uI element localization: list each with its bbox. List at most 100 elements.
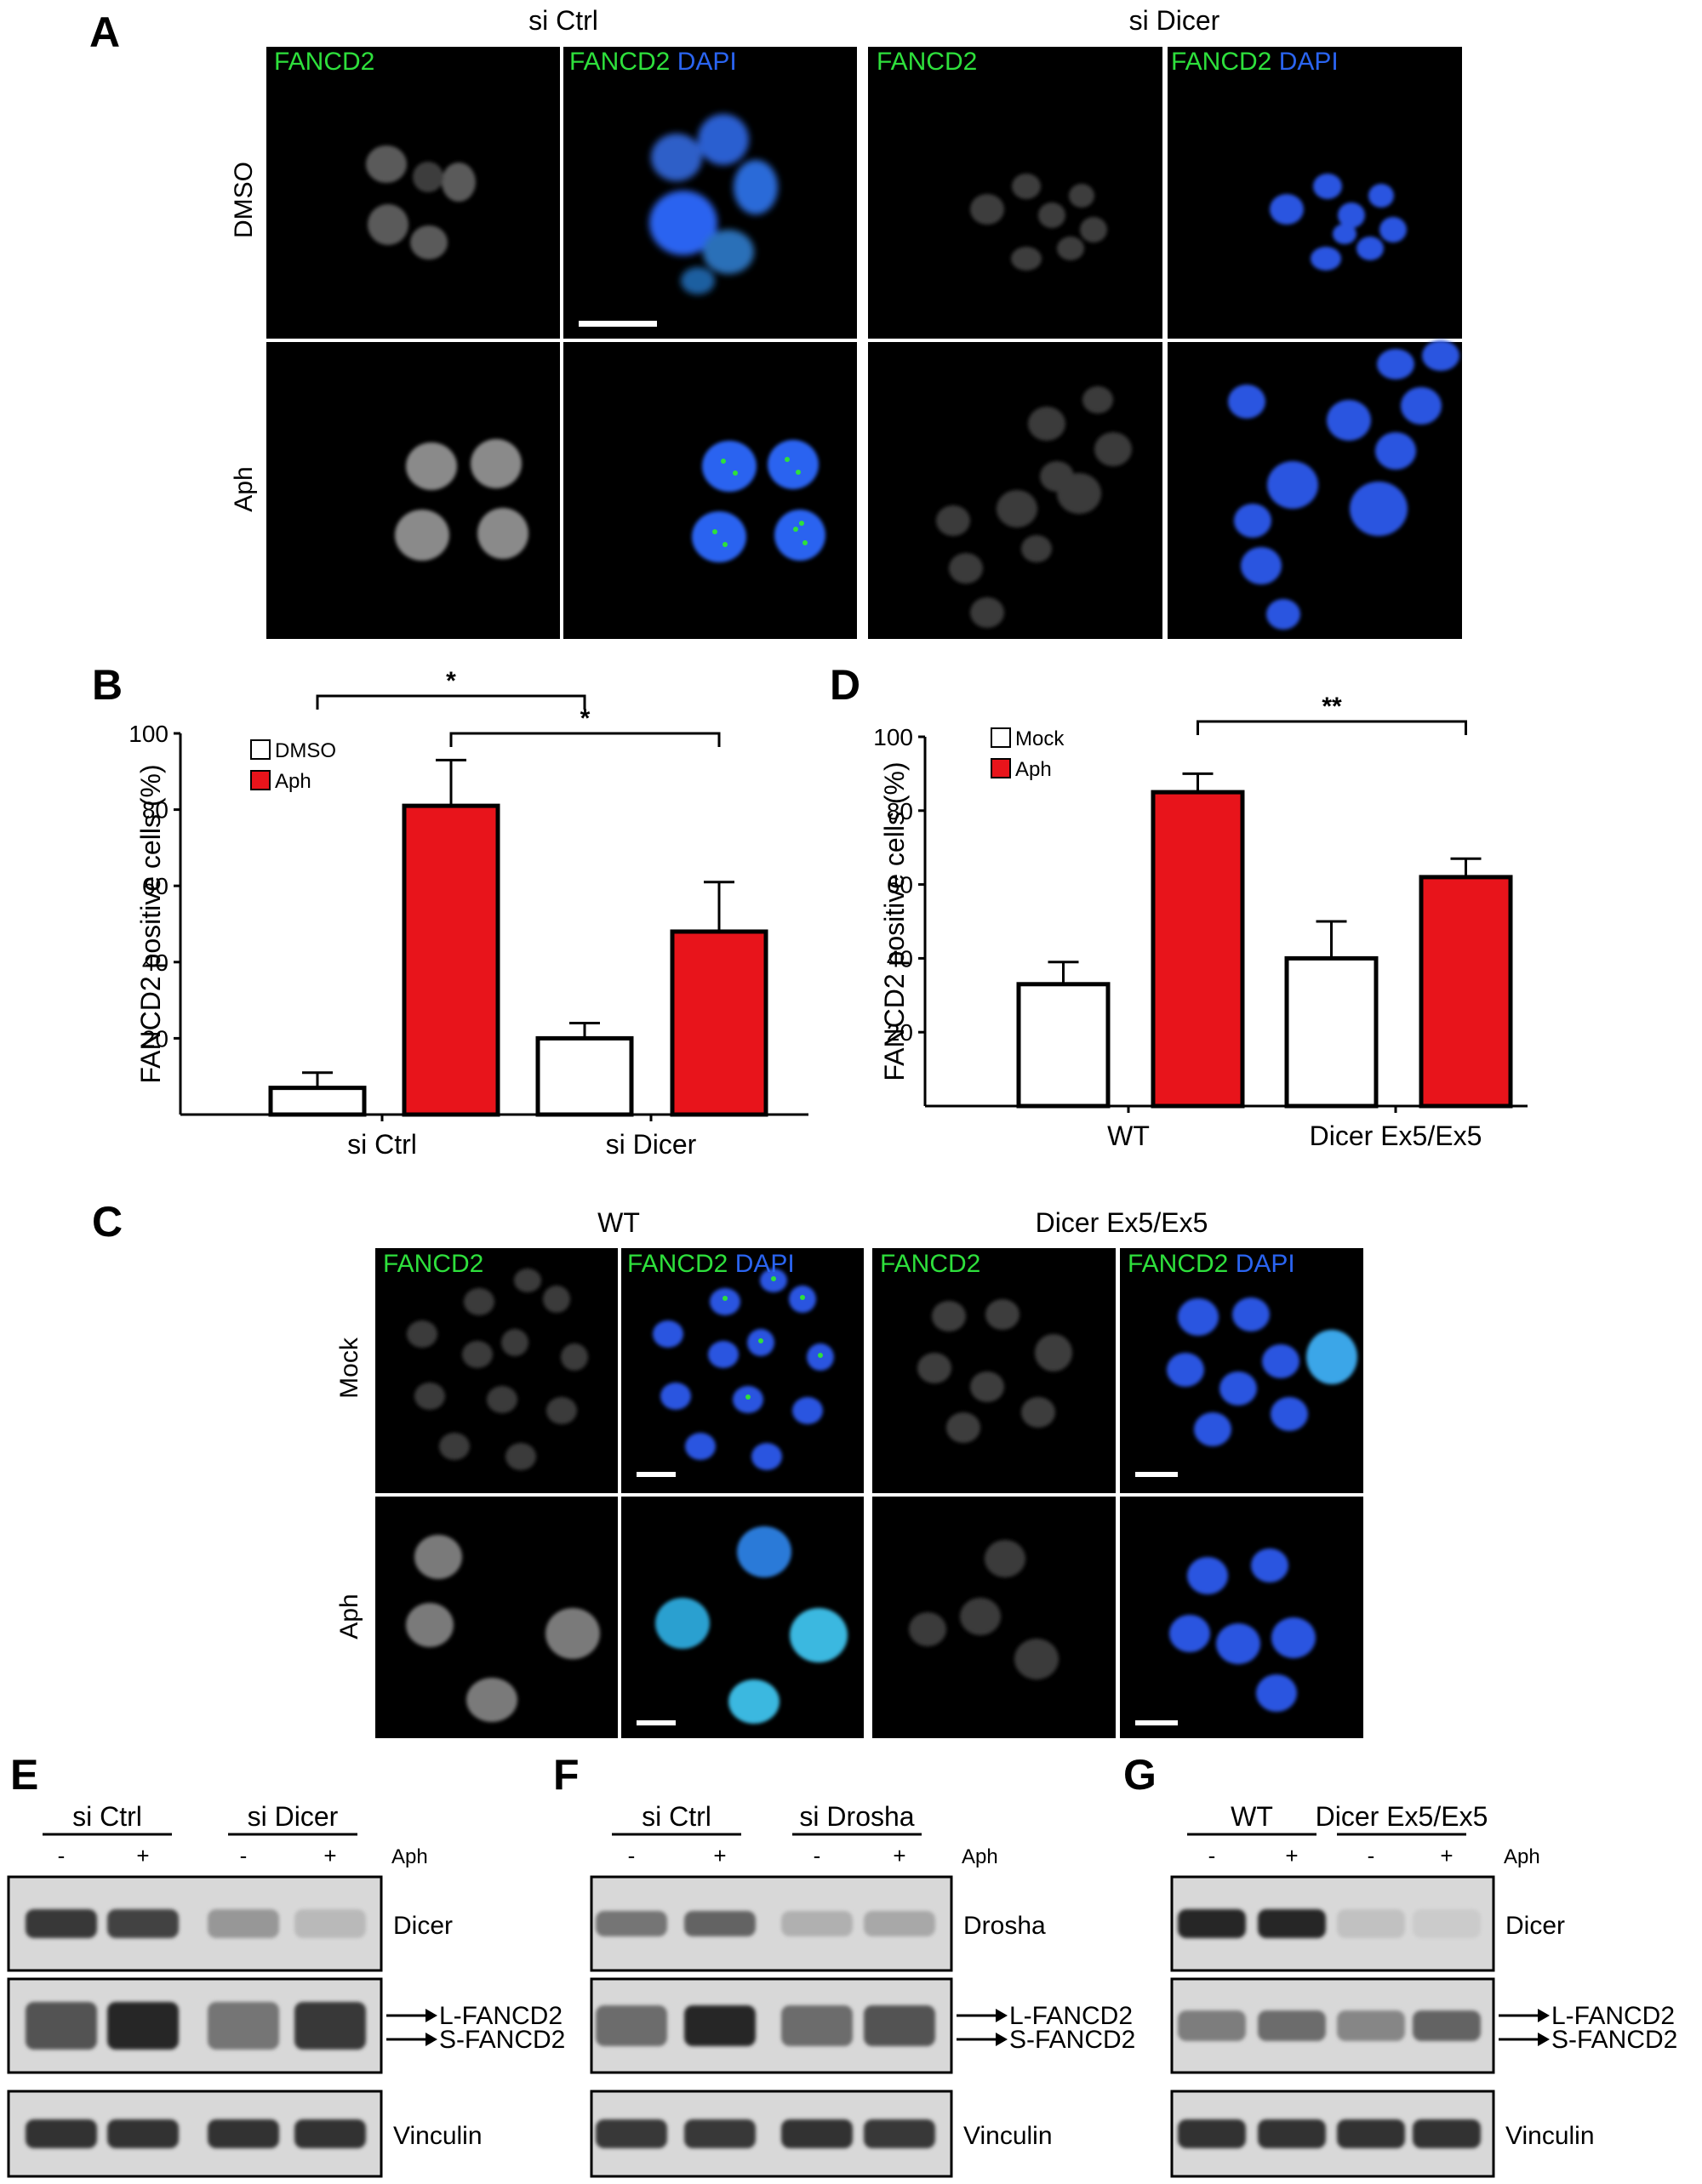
- chart-b-legend-label: Aph: [275, 770, 311, 793]
- blot-g-row-label: Dicer: [1505, 1912, 1565, 1940]
- chart-b-sig-bracket: [316, 694, 586, 710]
- panel-c-row-aph: Aph: [335, 1594, 363, 1639]
- chart-b-x-label: si Ctrl: [347, 1129, 417, 1160]
- chart-b-legend-swatch: [250, 770, 271, 790]
- chart-b-y-tick-label: 40: [142, 949, 168, 976]
- micrograph-c-dicer-mock-fancd2: [872, 1248, 1116, 1493]
- cells-c-4: [1167, 1297, 1357, 1446]
- chart-d-legend-label: Aph: [1015, 758, 1052, 781]
- blot-f-band: [596, 2119, 667, 2148]
- chart-d-y-tick-label: 60: [887, 872, 913, 898]
- panel-c-title-dicer: Dicer Ex5/Ex5: [1036, 1207, 1208, 1238]
- blot-g-band: [1337, 1909, 1405, 1938]
- chart-d-bar-aph: [1419, 875, 1513, 1109]
- panel-a-row-dmso: DMSO: [230, 162, 258, 238]
- chart-b-sig-bracket: [449, 732, 721, 747]
- chart-d: 20 40 60 80 100 FANCD2 positive cells (%) WT Di…: [873, 693, 1528, 1151]
- chart-d-bar-aph: [1151, 790, 1245, 1109]
- blot-e-lane-label: +: [136, 1843, 149, 1868]
- label-c-fancd2-merge-1: FANCD2 DAPI: [627, 1250, 795, 1278]
- blot-e-band: [107, 2002, 179, 2050]
- blot-f-band: [781, 1911, 853, 1936]
- blot-g-group-label: Dicer Ex5/Ex5: [1316, 1801, 1488, 1832]
- blot-f-group-label: si Ctrl: [642, 1801, 711, 1832]
- micrograph-c-wt-mock-merge: [621, 1248, 864, 1493]
- blot-e: si Ctrl si Dicer- + - + AphDicerVinculinL-FAN…: [7, 1801, 565, 2178]
- chart-b-bar-aph: [402, 803, 500, 1117]
- blot-e-treatment-label: Aph: [391, 1845, 428, 1868]
- blot-g-band: [1258, 2010, 1326, 2041]
- blot-e-lane-label: +: [323, 1843, 336, 1868]
- panel-letter-b: B: [92, 661, 123, 709]
- chart-d-sig-label: **: [1322, 693, 1342, 721]
- cells-c-8: [1169, 1548, 1316, 1712]
- blot-f-row-label: Drosha: [963, 1912, 1046, 1940]
- channel-labels: FANCD2 FANCD2 DAPI FANCD2 FANCD2 DAPI FA…: [274, 48, 1339, 1278]
- label-c-fancd2-2: FANCD2: [880, 1250, 980, 1278]
- chart-d-y-tick-label: 80: [887, 798, 913, 824]
- blot-g-lane-label: -: [1368, 1843, 1375, 1868]
- blot-e-band: [107, 2119, 179, 2148]
- blot-g-band: [1178, 1909, 1246, 1938]
- chart-d-sig-bracket: [1197, 720, 1467, 735]
- cells-c-7: [909, 1540, 1059, 1679]
- blot-f-fancd2-label: L-FANCD2: [1009, 2002, 1133, 2030]
- chart-d-legend-swatch: [991, 727, 1011, 748]
- panel-letter-c: C: [92, 1198, 123, 1246]
- micrograph-c-wt-mock-fancd2: [375, 1248, 618, 1493]
- panel-a: A si Ctrl si Dicer DMSO Aph: [89, 5, 1462, 639]
- blot-g-band: [1258, 2119, 1326, 2148]
- chart-b-legend-label: DMSO: [275, 739, 336, 762]
- blot-e-group-label: si Ctrl: [72, 1801, 142, 1832]
- label-a-fancd2-merge-2: FANCD2 DAPI: [1171, 48, 1339, 76]
- blot-e-band: [26, 2119, 97, 2148]
- cells-c-6: [655, 1526, 848, 1724]
- panel-e: E si Ctrl si Dicer- + - + AphDicerVinculinL-F…: [7, 1751, 565, 2178]
- blot-f-treatment-label: Aph: [962, 1845, 998, 1868]
- blot-f: si Ctrl si Drosha - + - + Aph Drosha Vinculin L-F…: [590, 1801, 1135, 2178]
- cells-a-5: [970, 174, 1107, 271]
- blot-g-treatment-label: Aph: [1504, 1845, 1540, 1868]
- micrograph-c-dicer-aph-merge: [1120, 1497, 1363, 1738]
- blot-e-band: [107, 1909, 179, 1938]
- blot-f-lane-label: -: [814, 1843, 821, 1868]
- scale-bar-c-2: [1135, 1472, 1178, 1477]
- cells-c-1: [407, 1269, 588, 1470]
- blot-g-lane-label: +: [1285, 1843, 1298, 1868]
- blot-f-band-arrowhead: [996, 2033, 1008, 2046]
- blot-f-band: [596, 1911, 667, 1936]
- blot-e-group-label: si Dicer: [248, 1801, 339, 1832]
- blot-e-band: [208, 2002, 279, 2050]
- blot-f-band: [684, 2119, 756, 2148]
- panel-d: D 20 40 60 80 100 FANCD2 positive cells (%) WT…: [830, 661, 1528, 1151]
- blot-f-group-label: si Drosha: [799, 1801, 914, 1832]
- chart-d-x-label: Dicer Ex5/Ex5: [1310, 1121, 1482, 1151]
- chart-d-bar-mock: [1284, 955, 1379, 1109]
- blot-f-band: [684, 2005, 756, 2046]
- chart-d-x-label: WT: [1107, 1121, 1150, 1151]
- blot-e-band: [26, 1909, 97, 1938]
- panel-b: B 20 40 60 80 100 FANCD2 positive cells (%) si…: [92, 661, 808, 1160]
- label-a-fancd2-2: FANCD2: [877, 48, 977, 76]
- scale-bar-c-4: [1135, 1720, 1178, 1725]
- chart-b-legend-swatch: [250, 739, 271, 760]
- blot-g-band-arrowhead: [1538, 2009, 1550, 2022]
- panel-letter-e: E: [10, 1751, 38, 1799]
- blot-f-lane-label: -: [628, 1843, 636, 1868]
- blot-g-fancd2-label: S-FANCD2: [1551, 2026, 1677, 2054]
- blot-g-band: [1178, 2119, 1246, 2148]
- blot-g-band: [1178, 2010, 1246, 2041]
- chart-b-y-tick-label: 20: [142, 1025, 168, 1052]
- cells-c-5: [406, 1535, 600, 1722]
- label-c-fancd2-1: FANCD2: [383, 1250, 483, 1278]
- blot-f-band: [781, 2119, 853, 2148]
- chart-d-y-tick-label: 40: [887, 945, 913, 972]
- panel-a-row-aph: Aph: [230, 466, 258, 511]
- blot-g-band: [1413, 2010, 1481, 2041]
- panel-f: F si Ctrl si Drosha - + - + Aph Drosha Vinculin L…: [553, 1751, 1135, 2178]
- label-c-fancd2-merge-2: FANCD2 DAPI: [1128, 1250, 1295, 1278]
- micrograph-a-sictrl-dmso-merge: [563, 47, 857, 339]
- cells-a-2: [649, 114, 778, 294]
- blot-f-band: [864, 1911, 935, 1936]
- micrograph-a-sidicer-dmso-merge: [1168, 47, 1462, 339]
